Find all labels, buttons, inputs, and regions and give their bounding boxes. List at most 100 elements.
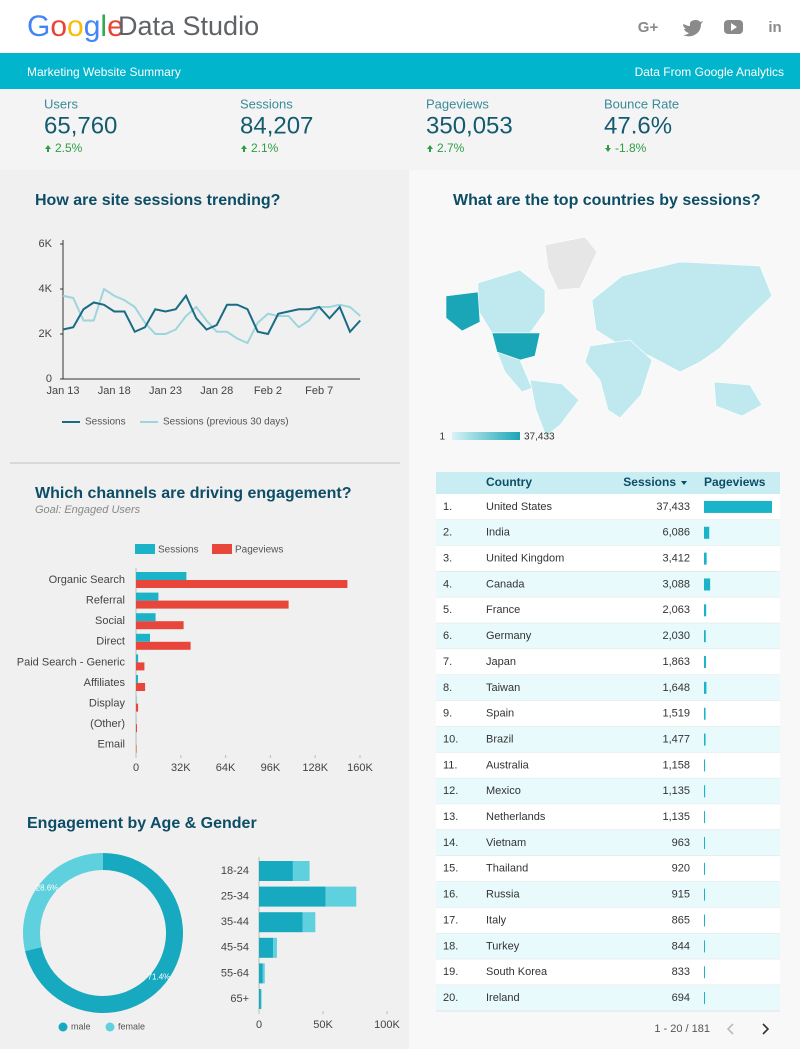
pageviews-bar xyxy=(704,940,705,953)
row-rank: 5. xyxy=(443,604,452,616)
y-tick-label: 25-34 xyxy=(221,891,249,903)
table-row-bg xyxy=(436,804,780,831)
map-region xyxy=(445,291,481,332)
kpi-label: Sessions xyxy=(240,96,293,111)
row-rank: 16. xyxy=(443,889,458,901)
row-country: Brazil xyxy=(486,733,514,745)
table-row-bg xyxy=(436,752,780,779)
x-tick-label: Jan 13 xyxy=(46,385,79,397)
y-tick-label: Affiliates xyxy=(84,677,126,689)
map-region xyxy=(491,332,541,361)
row-rank: 6. xyxy=(443,630,452,642)
table-row-bg xyxy=(436,778,780,805)
bar xyxy=(136,641,191,650)
legend-label: Sessions (previous 30 days) xyxy=(163,417,289,428)
row-sessions: 915 xyxy=(672,889,690,901)
y-tick-label: Social xyxy=(95,615,125,627)
bar xyxy=(136,703,139,712)
pageviews-bar xyxy=(704,914,705,927)
table-row-bg xyxy=(436,519,780,546)
row-country: United States xyxy=(486,501,553,513)
bar xyxy=(136,675,138,683)
pagination: 1 - 20 / 181 xyxy=(654,1023,710,1035)
legend-label: male xyxy=(71,1021,91,1031)
bar-segment xyxy=(325,886,357,907)
row-country: Canada xyxy=(486,578,525,590)
y-tick-label: 55-64 xyxy=(221,967,249,979)
table-row-bg xyxy=(436,830,780,856)
legend-swatch xyxy=(58,1022,68,1032)
row-rank: 10. xyxy=(443,733,458,745)
column-header[interactable]: Pageviews xyxy=(704,475,766,489)
kpi-value: 84,207 xyxy=(240,112,313,139)
pageviews-bar xyxy=(704,604,707,617)
legend-swatch xyxy=(105,1022,115,1032)
slice-label: 71.4% xyxy=(148,973,171,982)
row-sessions: 1,648 xyxy=(662,682,690,694)
y-tick-label: Referral xyxy=(86,595,125,607)
row-rank: 19. xyxy=(443,966,458,978)
row-country: India xyxy=(486,527,511,539)
x-tick-label: Jan 18 xyxy=(98,385,131,397)
bar xyxy=(136,572,187,580)
kpi-arrow xyxy=(605,145,611,152)
row-rank: 2. xyxy=(443,527,452,539)
map-region xyxy=(529,379,580,437)
table-row-bg xyxy=(436,700,780,727)
row-sessions: 1,519 xyxy=(662,708,690,720)
row-rank: 12. xyxy=(443,785,458,797)
kpi-arrow xyxy=(427,145,433,152)
x-tick-label: Jan 28 xyxy=(200,385,233,397)
y-tick-label: Organic Search xyxy=(49,574,125,586)
row-country: Thailand xyxy=(486,863,528,875)
x-tick-label: 50K xyxy=(313,1019,333,1031)
table-row-bg xyxy=(436,571,780,598)
row-country: Turkey xyxy=(486,940,520,952)
line-series xyxy=(62,293,361,336)
row-sessions: 3,088 xyxy=(662,578,690,590)
y-tick-label: 0 xyxy=(46,373,52,385)
kpi-label: Bounce Rate xyxy=(604,96,679,111)
header-bg xyxy=(0,0,800,53)
table-row-bg xyxy=(436,726,780,753)
color-scale xyxy=(452,432,520,440)
bar-segment xyxy=(259,963,263,984)
row-rank: 15. xyxy=(443,863,458,875)
social-linkedin[interactable]: in xyxy=(768,19,781,36)
x-tick-label: 64K xyxy=(216,762,236,774)
bar-segment xyxy=(260,989,262,1009)
pageviews-bar xyxy=(704,888,705,901)
bar xyxy=(136,654,139,663)
row-rank: 8. xyxy=(443,682,452,694)
prev-page[interactable] xyxy=(726,1023,734,1035)
social-gplus[interactable]: G+ xyxy=(638,19,659,36)
next-page[interactable] xyxy=(762,1023,770,1035)
chart-subtitle: Goal: Engaged Users xyxy=(35,504,141,516)
bar-segment xyxy=(259,886,326,907)
pageviews-bar xyxy=(704,759,706,772)
logo-google: Google xyxy=(27,10,124,43)
bar xyxy=(136,724,137,733)
row-rank: 18. xyxy=(443,940,458,952)
row-country: Japan xyxy=(486,656,516,668)
y-tick-label: Display xyxy=(89,698,126,710)
column-header[interactable]: Sessions xyxy=(623,475,676,489)
kpi-arrow xyxy=(45,145,51,152)
scale-label: 37,433 xyxy=(524,432,555,443)
bar xyxy=(136,580,348,588)
kpi-value: 65,760 xyxy=(44,112,117,139)
column-header[interactable]: Country xyxy=(486,475,532,489)
social-twitter[interactable] xyxy=(683,20,703,37)
map-region xyxy=(584,339,653,419)
pageviews-bar xyxy=(704,966,705,979)
row-sessions: 1,135 xyxy=(662,811,690,823)
table-row-bg xyxy=(436,959,780,986)
pageviews-bar xyxy=(704,578,711,591)
bar-segment xyxy=(262,963,265,984)
legend-swatch xyxy=(212,544,232,554)
legend-label: Sessions xyxy=(158,545,199,556)
x-tick-label: 0 xyxy=(256,1019,262,1031)
y-tick-label: Direct xyxy=(96,636,125,648)
chart-title: How are site sessions trending? xyxy=(35,192,280,209)
banner-bg xyxy=(0,53,800,89)
